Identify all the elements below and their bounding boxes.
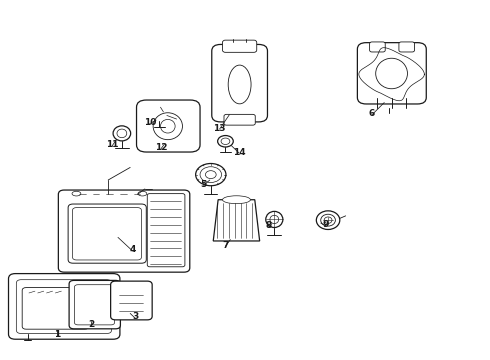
Ellipse shape <box>152 110 167 121</box>
Ellipse shape <box>228 65 251 104</box>
Text: 14: 14 <box>233 148 245 157</box>
Ellipse shape <box>153 113 182 140</box>
Text: 8: 8 <box>265 221 271 230</box>
Ellipse shape <box>160 120 175 133</box>
Ellipse shape <box>270 215 279 224</box>
Ellipse shape <box>138 191 147 196</box>
FancyBboxPatch shape <box>137 100 200 152</box>
FancyBboxPatch shape <box>73 208 142 260</box>
Ellipse shape <box>376 58 408 89</box>
Ellipse shape <box>222 196 250 204</box>
FancyBboxPatch shape <box>222 40 257 52</box>
FancyBboxPatch shape <box>212 44 268 122</box>
Text: 10: 10 <box>144 118 156 127</box>
FancyBboxPatch shape <box>16 280 112 333</box>
Ellipse shape <box>266 211 283 228</box>
FancyBboxPatch shape <box>69 280 121 329</box>
FancyBboxPatch shape <box>399 42 415 52</box>
FancyBboxPatch shape <box>357 42 426 104</box>
Ellipse shape <box>196 163 226 186</box>
Text: 11: 11 <box>106 140 119 149</box>
Text: 7: 7 <box>222 241 229 250</box>
Ellipse shape <box>117 129 127 138</box>
Text: 2: 2 <box>88 320 94 329</box>
Text: 6: 6 <box>369 109 375 118</box>
FancyBboxPatch shape <box>8 274 120 339</box>
Ellipse shape <box>317 211 340 229</box>
Text: 5: 5 <box>200 180 207 189</box>
Text: 4: 4 <box>129 246 136 255</box>
Ellipse shape <box>72 191 81 196</box>
Ellipse shape <box>221 138 230 144</box>
FancyBboxPatch shape <box>68 204 147 263</box>
FancyBboxPatch shape <box>369 42 385 52</box>
FancyBboxPatch shape <box>58 190 190 272</box>
FancyBboxPatch shape <box>74 285 115 325</box>
Text: 1: 1 <box>54 330 60 339</box>
Ellipse shape <box>156 113 163 118</box>
Text: 3: 3 <box>132 312 138 321</box>
Ellipse shape <box>205 171 216 179</box>
Text: 12: 12 <box>155 143 167 152</box>
Ellipse shape <box>200 167 221 183</box>
Ellipse shape <box>324 217 332 224</box>
FancyBboxPatch shape <box>111 281 152 320</box>
Ellipse shape <box>113 126 131 141</box>
FancyBboxPatch shape <box>224 114 255 125</box>
Text: 9: 9 <box>322 220 329 229</box>
Polygon shape <box>213 200 260 241</box>
Ellipse shape <box>218 135 233 147</box>
Ellipse shape <box>321 214 335 226</box>
FancyBboxPatch shape <box>22 288 89 329</box>
FancyBboxPatch shape <box>147 194 185 267</box>
Text: 13: 13 <box>213 123 226 132</box>
